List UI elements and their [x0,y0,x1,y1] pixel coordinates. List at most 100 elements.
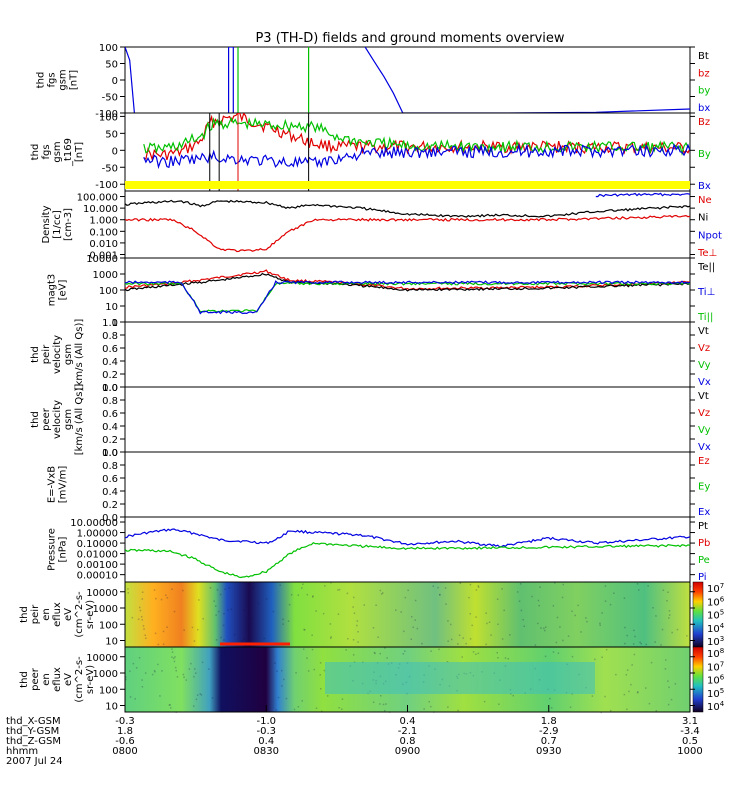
heatmap-noise [400,611,402,613]
legend-pressure-1: Pb [698,538,710,549]
heatmap-noise [380,695,382,697]
heatmap-noise [320,688,322,690]
heatmap-noise [196,694,199,696]
heatmap-noise [552,605,555,607]
heatmap-noise [141,598,143,600]
ytick-label-peir_velocity: 1.0 [102,318,118,329]
heatmap-noise [230,666,232,669]
heatmap-noise [538,604,540,607]
heatmap-noise [637,691,639,693]
heatmap-noise [233,633,236,636]
heatmap-noise [144,634,146,636]
series-line-fgs-4 [364,47,404,113]
heatmap-noise [555,641,558,644]
heatmap-noise [613,592,615,594]
heatmap-noise [197,628,199,631]
heatmap-noise [686,635,688,637]
heatmap-noise [461,656,463,658]
heatmap-noise [170,707,172,709]
legend-efield-1: Ey [698,482,710,493]
heatmap-noise [520,583,522,585]
heatmap-noise [263,637,265,640]
heatmap-noise [569,706,572,708]
ytick-label-fgs: 50 [105,60,118,71]
heatmap-noise [162,643,165,645]
heatmap-noise [129,670,131,672]
heatmap-noise [200,694,203,696]
heatmap-noise [640,643,642,645]
heatmap-noise [341,698,344,700]
heatmap-noise [667,680,669,682]
x-tick-label-1-2: -2.1 [398,726,418,737]
heatmap-noise [591,695,594,697]
x-tick-label-2-2: 0.8 [400,736,416,747]
ytick-label-fgs: 0 [112,76,118,87]
heatmap-noise [458,634,461,636]
heatmap-noise [306,593,309,596]
ylabel-peer_spec-6: sr-eV) [85,665,96,694]
heatmap-noise [338,707,340,709]
ytick-label-peer_velocity: 1.0 [102,383,118,394]
heatmap-noise [215,605,217,607]
heatmap-noise [544,655,547,658]
heatmap-noise [144,672,147,674]
heatmap-noise [363,604,365,606]
heatmap-noise [380,593,383,595]
heatmap-noise [632,643,635,645]
heatmap-noise [379,703,381,705]
ylabel-pressure-1: [nPa] [58,536,69,562]
ylabel-peer_velocity-0: thd [30,411,41,428]
heatmap-noise [577,604,579,607]
heatmap-noise [174,666,177,669]
heatmap-noise [175,669,177,672]
heatmap-noise [303,628,305,631]
heatmap-noise [171,656,173,658]
heatmap-noise [624,642,626,645]
heatmap-noise [127,592,129,594]
heatmap-noise [307,670,310,672]
ylabel-peer_spec-5: (cm^2-s- [74,656,85,703]
ytick-label-magt3: 1 [112,318,118,329]
heatmap-noise [306,657,308,659]
heatmap-noise [604,585,607,587]
heatmap-noise [208,668,210,670]
heatmap-noise [132,662,135,665]
heatmap-noise [507,658,509,660]
heatmap-noise [155,597,157,600]
heatmap-noise [676,628,679,631]
x-tick-label-0-4: 3.1 [682,716,698,727]
ytick-label-magt3: 10000 [86,254,118,265]
heatmap-noise [485,612,487,614]
heatmap-noise [290,594,293,596]
ytick-label-fgs: -50 [102,93,118,104]
heatmap-noise [504,657,507,659]
heatmap-noise [216,589,219,591]
heatmap-noise [372,627,375,629]
heatmap-noise [293,708,296,711]
yellow-band [125,181,690,189]
heatmap-noise [141,591,144,593]
heatmap-noise [219,647,221,649]
ylabel-fgs-2: gsm [58,69,69,90]
ylabel-density-0: Density [41,205,52,243]
ylabel-peer_spec-0: thd [19,671,30,688]
heatmap-noise [285,697,288,700]
legend-density-1: Ni [698,213,708,224]
chart-title: P3 (TH-D) fields and ground moments over… [255,31,564,46]
x-tick-label-3-1: 0830 [254,746,279,757]
heatmap-noise [347,638,349,640]
x-tick-label-1-4: -3.4 [680,726,700,737]
heatmap-noise [471,624,473,627]
x-tick-label-0-2: 0.4 [400,716,416,727]
colorbar-tick-label: 104 [707,622,725,635]
heatmap-noise [321,710,323,712]
heatmap-noise [194,668,196,670]
heatmap-noise [345,649,347,651]
heatmap-noise [160,598,163,601]
heatmap-noise [255,666,257,668]
heatmap-noise [624,626,626,629]
heatmap-noise [668,610,671,612]
colorbar-tick-label: 104 [707,700,725,713]
